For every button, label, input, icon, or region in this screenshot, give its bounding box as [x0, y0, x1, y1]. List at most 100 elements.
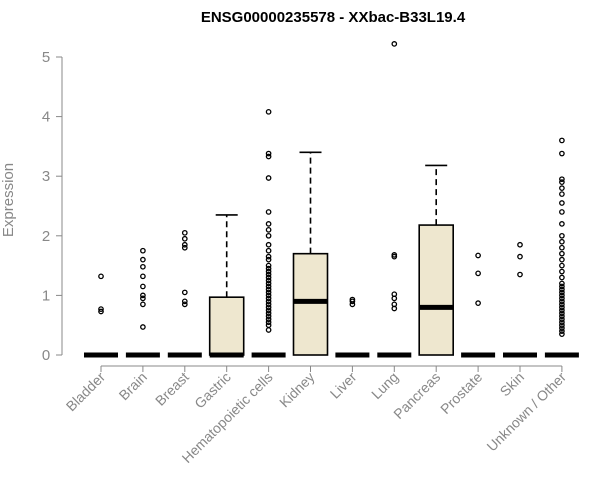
y-tick-label: 5: [42, 49, 50, 66]
outlier-point: [559, 250, 565, 257]
box-group: [418, 164, 455, 356]
outlier-point: [559, 286, 565, 293]
outlier-point: [559, 289, 565, 296]
outlier-point: [559, 137, 565, 144]
y-tick-label: 3: [42, 168, 50, 185]
outlier-point: [140, 273, 146, 280]
outlier-point: [559, 319, 565, 326]
outlier-point: [265, 316, 272, 323]
outlier-point: [265, 286, 272, 293]
outlier-point: [559, 283, 565, 290]
outlier-point: [265, 241, 272, 248]
outlier-point: [559, 179, 565, 186]
outlier-point: [517, 241, 523, 248]
outlier-point: [559, 256, 565, 263]
outlier-point: [559, 310, 565, 317]
box-group: [84, 273, 118, 358]
y-tick-label: 2: [42, 228, 50, 245]
outlier-point: [181, 241, 188, 248]
outlier-point: [475, 300, 481, 306]
outlier-point: [98, 273, 104, 280]
outlier-point: [265, 277, 272, 284]
outlier-point: [559, 316, 565, 323]
outlier-point: [265, 262, 272, 269]
x-tick-label: Skin: [497, 369, 528, 400]
outlier-point: [559, 200, 565, 206]
outlier-point: [265, 289, 272, 296]
outlier-point: [140, 301, 146, 308]
box: [208, 296, 245, 356]
outlier-point: [265, 153, 272, 160]
outlier-point: [265, 322, 272, 329]
y-tick-label: 1: [42, 287, 50, 304]
outlier-point: [265, 292, 272, 299]
box-group: [292, 151, 329, 356]
outlier-point: [265, 295, 272, 302]
outlier-point: [265, 301, 272, 308]
outlier-point: [98, 306, 104, 312]
outlier-point: [559, 280, 565, 287]
outlier-point: [559, 150, 565, 157]
box-group: [208, 214, 245, 358]
outlier-point: [475, 252, 481, 259]
outlier-point: [559, 176, 565, 183]
outlier-point: [559, 221, 565, 227]
outlier-point: [559, 295, 565, 302]
outlier-point: [559, 209, 565, 215]
outlier-point: [517, 253, 523, 260]
x-tick-label: Unknown / Other: [483, 369, 569, 455]
outlier-point: [181, 289, 188, 296]
outlier-point: [181, 229, 188, 236]
x-tick-label: Kidney: [276, 369, 318, 411]
outlier-point: [559, 185, 565, 191]
outlier-point: [559, 262, 565, 269]
outlier-point: [265, 247, 272, 254]
outlier-point: [98, 308, 104, 315]
outlier-point: [559, 331, 565, 337]
outlier-point: [265, 108, 272, 115]
outlier-point: [265, 221, 272, 227]
outlier-point: [140, 324, 146, 330]
outlier-point: [181, 244, 188, 251]
y-tick-label: 0: [42, 347, 50, 364]
outlier-point: [391, 41, 398, 47]
outlier-point: [140, 292, 146, 299]
box-group: [167, 229, 202, 358]
outlier-point: [265, 307, 272, 314]
outlier-point: [265, 256, 272, 263]
outlier-point: [265, 313, 272, 320]
y-axis-label: Expression: [0, 163, 17, 237]
outlier-point: [265, 271, 272, 278]
outlier-point: [181, 298, 188, 305]
outlier-point: [265, 226, 272, 233]
box-group: [377, 41, 412, 358]
x-tick-label: Lung: [368, 369, 401, 402]
outlier-point: [265, 280, 272, 287]
outlier-point: [140, 263, 146, 270]
outlier-point: [265, 150, 272, 157]
outlier-point: [140, 247, 146, 254]
outlier-point: [265, 298, 272, 305]
outlier-point: [140, 256, 146, 263]
box-group: [503, 241, 537, 358]
x-tick-label: Breast: [152, 369, 192, 409]
outlier-point: [559, 274, 565, 281]
outlier-point: [475, 270, 481, 277]
outlier-point: [559, 191, 565, 197]
outlier-point: [559, 307, 565, 314]
outlier-point: [559, 301, 565, 308]
outlier-point: [391, 252, 398, 258]
x-tick-label: Pancreas: [390, 369, 443, 422]
outlier-point: [140, 295, 146, 302]
x-tick-label: Prostate: [437, 369, 485, 417]
x-tick-label: Liver: [327, 369, 360, 402]
box-group: [125, 247, 160, 358]
outlier-point: [559, 238, 565, 245]
outlier-point: [559, 328, 565, 335]
outlier-point: [559, 325, 565, 332]
outlier-point: [559, 232, 565, 239]
outlier-point: [265, 268, 272, 275]
outlier-point: [559, 304, 565, 311]
